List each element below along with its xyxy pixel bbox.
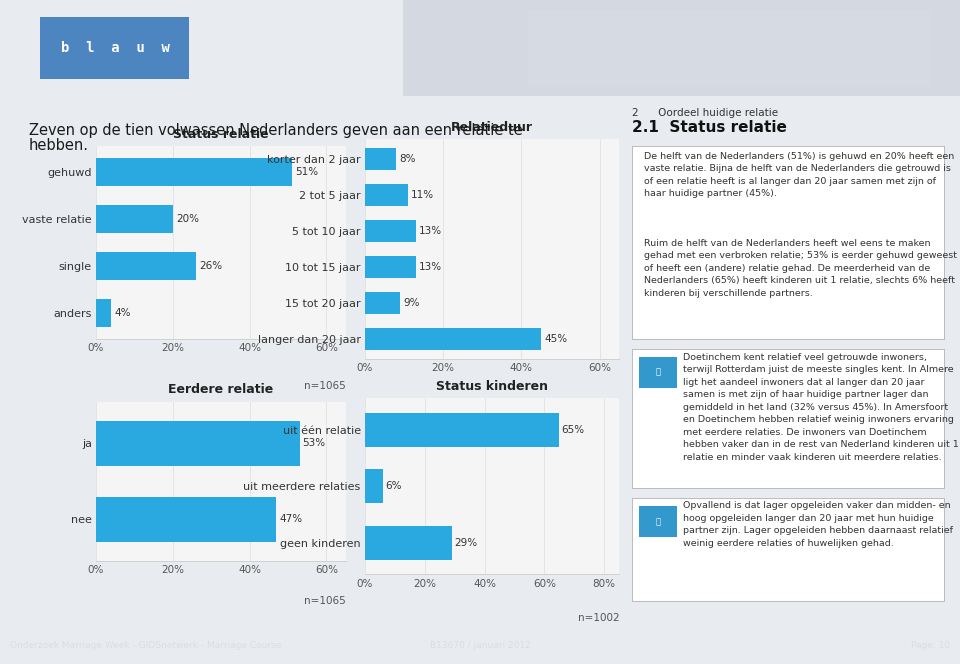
FancyBboxPatch shape	[403, 0, 960, 96]
Bar	[365, 256, 416, 278]
Bar	[365, 220, 416, 242]
Text: 65%: 65%	[562, 424, 585, 435]
Text: 26%: 26%	[199, 261, 222, 271]
Bar	[96, 299, 111, 327]
Bar	[365, 469, 383, 503]
Bar	[96, 158, 292, 186]
Text: Zeven op de tien volwassen Nederlanders geven aan een relatie te: Zeven op de tien volwassen Nederlanders …	[29, 123, 522, 138]
Text: n=1065: n=1065	[304, 596, 346, 606]
Text: 51%: 51%	[295, 167, 318, 177]
Text: 8%: 8%	[399, 154, 416, 164]
Text: 🎓: 🎓	[656, 517, 660, 526]
FancyBboxPatch shape	[528, 10, 931, 86]
Text: 29%: 29%	[454, 538, 477, 548]
Text: b  l  a  u  w: b l a u w	[60, 41, 170, 55]
Bar	[365, 185, 408, 206]
Text: 2.1  Status relatie: 2.1 Status relatie	[632, 120, 786, 135]
Text: 47%: 47%	[279, 515, 302, 525]
Text: B13670 / januari 2012: B13670 / januari 2012	[430, 641, 530, 649]
Title: Relatieduur: Relatieduur	[451, 121, 533, 134]
Title: Eerdere relatie: Eerdere relatie	[168, 383, 274, 396]
Title: Status relatie: Status relatie	[173, 127, 269, 141]
Text: 53%: 53%	[302, 438, 325, 448]
FancyBboxPatch shape	[639, 506, 677, 537]
Bar	[365, 149, 396, 170]
Bar	[365, 292, 400, 313]
Bar	[96, 421, 300, 466]
Bar	[365, 412, 560, 447]
Text: n=754: n=754	[584, 407, 619, 417]
Bar	[96, 252, 196, 280]
Text: Onderzoek Marriage Week - GIDSnetwerk - Marriage Course: Onderzoek Marriage Week - GIDSnetwerk - …	[10, 641, 281, 649]
Text: Doetinchem kent relatief veel getrouwde inwoners, terwijl Rotterdam juist de mee: Doetinchem kent relatief veel getrouwde …	[684, 353, 959, 461]
Bar	[96, 205, 173, 233]
Bar	[365, 526, 451, 560]
Text: 45%: 45%	[544, 334, 567, 344]
Text: 20%: 20%	[176, 214, 199, 224]
Text: 13%: 13%	[419, 226, 442, 236]
Text: Opvallend is dat lager opgeleiden vaker dan midden- en hoog opgeleiden langer da: Opvallend is dat lager opgeleiden vaker …	[684, 501, 953, 548]
Text: 4%: 4%	[114, 308, 131, 318]
FancyBboxPatch shape	[40, 17, 189, 79]
FancyBboxPatch shape	[639, 357, 677, 388]
Bar	[365, 328, 540, 349]
Text: De helft van de Nederlanders (51%) is gehuwd en 20% heeft een vaste relatie. Bij: De helft van de Nederlanders (51%) is ge…	[644, 152, 954, 199]
Text: Ruim de helft van de Nederlanders heeft wel eens te maken gehad met een verbroke: Ruim de helft van de Nederlanders heeft …	[644, 238, 957, 297]
Text: 11%: 11%	[411, 190, 434, 200]
Text: 2      Oordeel huidige relatie: 2 Oordeel huidige relatie	[632, 108, 778, 118]
Title: Status kinderen: Status kinderen	[436, 380, 548, 393]
Text: Page: 10: Page: 10	[911, 641, 950, 649]
Text: 9%: 9%	[403, 298, 420, 308]
Text: 6%: 6%	[385, 481, 401, 491]
Text: n=1002: n=1002	[578, 613, 619, 623]
Bar	[96, 497, 276, 542]
Text: 13%: 13%	[419, 262, 442, 272]
Text: n=1065: n=1065	[304, 381, 346, 391]
Text: hebben.: hebben.	[29, 138, 88, 153]
Text: 🗺: 🗺	[656, 368, 660, 376]
